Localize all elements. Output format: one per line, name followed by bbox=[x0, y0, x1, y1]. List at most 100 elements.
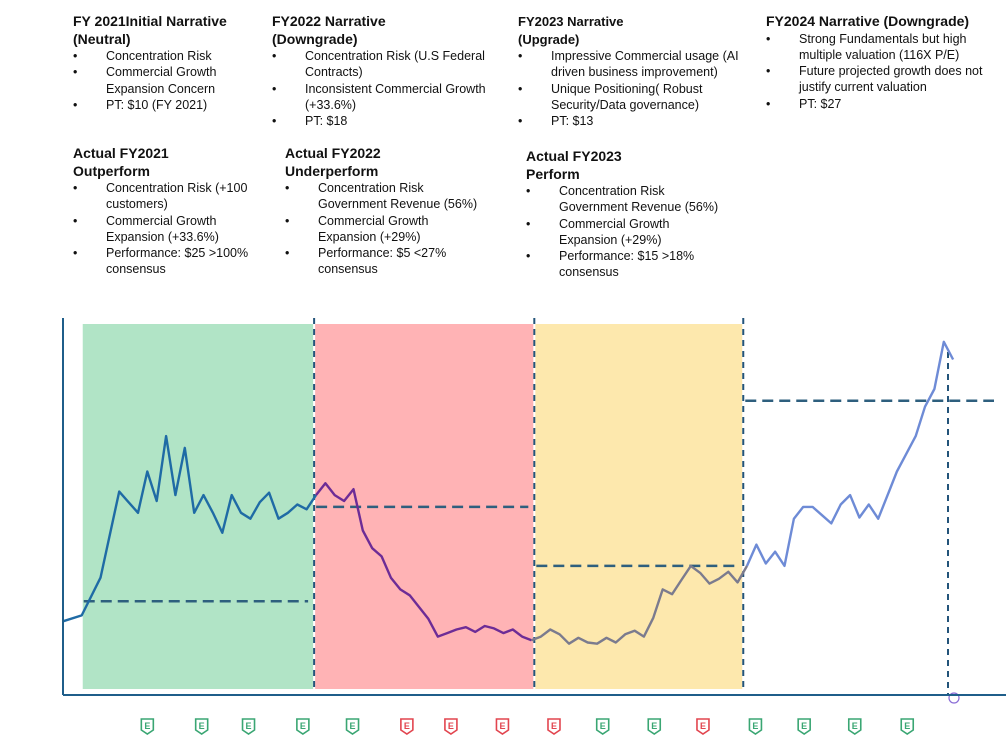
earnings-marker: E bbox=[647, 718, 662, 735]
earnings-marker-label: E bbox=[904, 721, 910, 731]
actual-bullets: Concentration Risk Government Revenue (5… bbox=[526, 183, 722, 281]
actual-heading: Actual FY2022 Underperform bbox=[285, 145, 381, 179]
price-series-line-3 bbox=[745, 340, 955, 568]
actual-bullet: Performance: $15 >18% consensus bbox=[526, 248, 722, 281]
narrative-bullet: Inconsistent Commercial Growth (+33.6%) bbox=[272, 81, 508, 114]
narrative-fy2023: FY2023 Narrative (Upgrade) Impressive Co… bbox=[518, 13, 758, 130]
period-region-fy2023 bbox=[535, 324, 743, 689]
earnings-marker-shape bbox=[547, 718, 561, 735]
earnings-marker-shape bbox=[241, 718, 256, 735]
narrative-bullets: Concentration Risk Commercial Growth Exp… bbox=[73, 48, 263, 113]
earnings-marker-label: E bbox=[144, 721, 150, 731]
actual-bullet: Concentration Risk (+100 customers) bbox=[73, 180, 265, 213]
earnings-marker-shape bbox=[345, 718, 360, 735]
narrative-bullet: Unique Positioning( Robust Security/Data… bbox=[518, 81, 758, 114]
narrative-bullet: Strong Fundamentals but high multiple va… bbox=[766, 31, 1004, 64]
narrative-bullets: Strong Fundamentals but high multiple va… bbox=[766, 31, 1004, 113]
earnings-marker-shape bbox=[495, 718, 510, 735]
price-series-line-0 bbox=[62, 434, 318, 623]
chart-axes bbox=[62, 318, 1006, 704]
narrative-heading: FY 2021Initial Narrative (Neutral) bbox=[73, 13, 227, 47]
earnings-marker: E bbox=[241, 718, 256, 735]
price-series-line-2 bbox=[531, 564, 749, 645]
actual-bullets: Concentration Risk Government Revenue (5… bbox=[285, 180, 480, 278]
price-series-line-1 bbox=[315, 482, 532, 642]
period-dividers bbox=[313, 318, 949, 696]
current-date-circle bbox=[948, 692, 960, 704]
earnings-marker: E bbox=[847, 718, 862, 735]
earnings-marker: E bbox=[296, 718, 310, 735]
earnings-marker-label: E bbox=[600, 721, 606, 731]
narrative-fy2022: FY2022 Narrative (Downgrade) Concentrati… bbox=[272, 13, 508, 130]
narrative-bullets: Concentration Risk (U.S Federal Contract… bbox=[272, 48, 508, 130]
earnings-marker: E bbox=[748, 718, 763, 735]
earnings-marker-shape bbox=[696, 718, 710, 735]
actual-bullet: Concentration Risk Government Revenue (5… bbox=[526, 183, 722, 216]
narrative-bullet: PT: $10 (FY 2021) bbox=[73, 97, 263, 114]
actual-bullet: Performance: $5 <27% consensus bbox=[285, 245, 480, 278]
narrative-bullet: Future projected growth does not justify… bbox=[766, 63, 1004, 96]
narrative-bullet: Impressive Commercial usage (AI driven b… bbox=[518, 48, 758, 81]
actual-bullet: Concentration Risk Government Revenue (5… bbox=[285, 180, 480, 213]
narrative-fy2024: FY2024 Narrative (Downgrade) Strong Fund… bbox=[766, 13, 1004, 112]
earnings-marker: E bbox=[547, 718, 561, 735]
actual-heading: Actual FY2023 Perform bbox=[526, 148, 622, 182]
narrative-bullet: Concentration Risk (U.S Federal Contract… bbox=[272, 48, 508, 81]
actual-fy2023: Actual FY2023 Perform Concentration Risk… bbox=[526, 148, 722, 281]
period-backgrounds bbox=[82, 324, 743, 689]
earnings-marker-shape bbox=[140, 718, 155, 735]
earnings-marker-label: E bbox=[852, 721, 858, 731]
actual-bullet: Performance: $25 >100% consensus bbox=[73, 245, 265, 278]
narrative-fy2021: FY 2021Initial Narrative (Neutral) Conce… bbox=[73, 13, 263, 113]
earnings-marker: E bbox=[194, 718, 209, 735]
narrative-heading: FY2024 Narrative (Downgrade) bbox=[766, 13, 970, 29]
earnings-marker-label: E bbox=[700, 721, 706, 731]
actual-heading: Actual FY2021 Outperform bbox=[73, 145, 169, 179]
narrative-bullet: PT: $13 bbox=[518, 113, 758, 130]
narrative-bullet: PT: $18 bbox=[272, 113, 508, 130]
earnings-marker: E bbox=[595, 718, 610, 735]
earnings-marker-label: E bbox=[551, 721, 557, 731]
earnings-marker-shape bbox=[748, 718, 763, 735]
earnings-marker: E bbox=[444, 718, 458, 735]
earnings-marker-shape bbox=[296, 718, 310, 735]
narrative-bullet: Concentration Risk bbox=[73, 48, 263, 65]
earnings-marker-label: E bbox=[448, 721, 454, 731]
earnings-marker-label: E bbox=[246, 721, 252, 731]
actual-fy2021: Actual FY2021 Outperform Concentration R… bbox=[73, 145, 265, 278]
earnings-marker-shape bbox=[847, 718, 862, 735]
earnings-marker-shape bbox=[647, 718, 662, 735]
actual-bullets: Concentration Risk (+100 customers) Comm… bbox=[73, 180, 265, 278]
earnings-marker-shape bbox=[444, 718, 458, 735]
price-series bbox=[62, 340, 955, 645]
earnings-marker-label: E bbox=[350, 721, 356, 731]
earnings-marker: E bbox=[140, 718, 155, 735]
earnings-marker-label: E bbox=[801, 721, 807, 731]
earnings-marker-label: E bbox=[404, 721, 410, 731]
narrative-bullet: PT: $27 bbox=[766, 96, 1004, 113]
earnings-marker-label: E bbox=[300, 721, 306, 731]
narrative-heading: FY2022 Narrative (Downgrade) bbox=[272, 13, 386, 47]
actual-bullet: Commercial Growth Expansion (+29%) bbox=[526, 216, 722, 249]
earnings-marker-shape bbox=[797, 718, 811, 735]
earnings-marker: E bbox=[696, 718, 710, 735]
actual-fy2022: Actual FY2022 Underperform Concentration… bbox=[285, 145, 480, 278]
narrative-bullets: Impressive Commercial usage (AI driven b… bbox=[518, 48, 758, 130]
earnings-marker-shape bbox=[595, 718, 610, 735]
earnings-marker-shape bbox=[194, 718, 209, 735]
earnings-marker-label: E bbox=[199, 721, 205, 731]
earnings-marker: E bbox=[495, 718, 510, 735]
actual-bullet: Commercial Growth Expansion (+33.6%) bbox=[73, 213, 265, 246]
narrative-bullet: Commercial Growth Expansion Concern bbox=[73, 64, 263, 97]
earnings-marker-label: E bbox=[499, 721, 505, 731]
earnings-marker: E bbox=[900, 718, 915, 735]
earnings-marker-label: E bbox=[651, 721, 657, 731]
earnings-marker-shape bbox=[900, 718, 915, 735]
earnings-marker-label: E bbox=[752, 721, 758, 731]
earnings-marker-shape bbox=[400, 718, 414, 735]
earnings-marker: E bbox=[345, 718, 360, 735]
earnings-marker: E bbox=[797, 718, 811, 735]
earnings-marker: E bbox=[400, 718, 414, 735]
